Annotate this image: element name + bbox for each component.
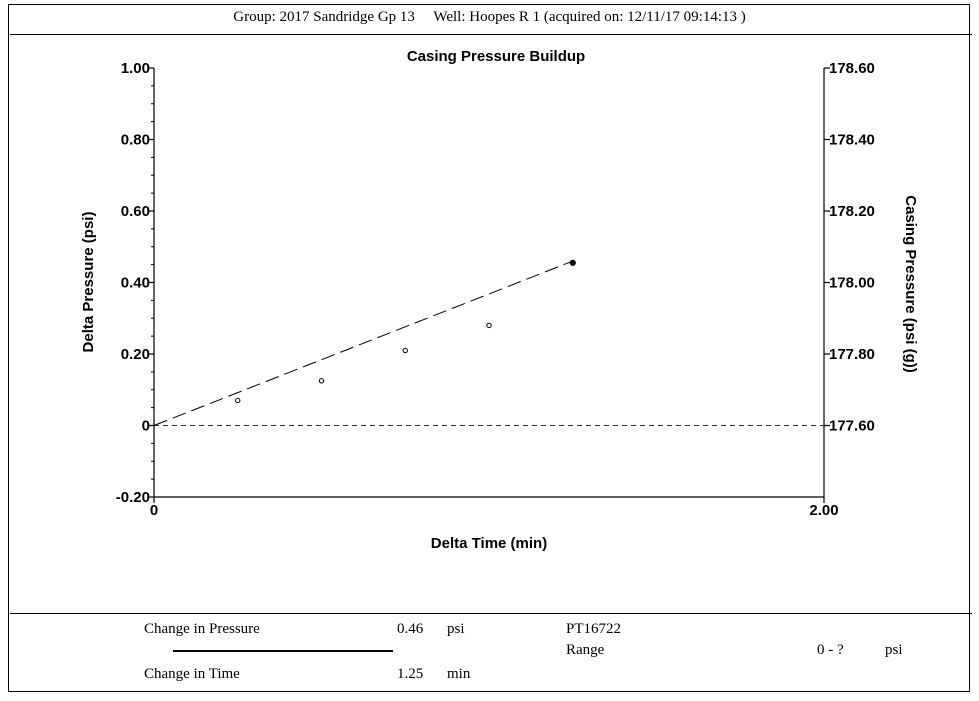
range-unit: psi (885, 642, 903, 658)
y2-tick-label: 178.00 (829, 275, 875, 292)
x-tick-label: 2.00 (809, 502, 838, 519)
y-tick-label: 0 (142, 418, 150, 435)
x-tick-label: 0 (150, 502, 158, 519)
range-label: Range (566, 642, 605, 658)
y-tick-label: -0.20 (116, 489, 150, 506)
y-tick-label: 0.40 (121, 275, 150, 292)
y2-axis-label: Casing Pressure (psi (g)) (902, 195, 919, 373)
y2-tick-label: 178.20 (829, 203, 875, 220)
change-pressure-label: Change in Pressure (144, 621, 260, 637)
y2-tick-label: 177.60 (829, 418, 875, 435)
y-tick-label: 0.20 (121, 346, 150, 363)
y2-tick-label: 178.40 (829, 132, 875, 149)
sensor-id: PT16722 (566, 621, 622, 637)
y2-tick-label: 178.60 (829, 60, 875, 77)
change-time-label: Change in Time (144, 666, 240, 682)
summary-footer: Change in Pressure 0.46 psi PT16722 Rang… (0, 616, 979, 696)
change-pressure-value: 0.46 (397, 621, 424, 637)
data-point (569, 259, 576, 266)
plot-panel (10, 34, 972, 614)
y2-tick-label: 177.80 (829, 346, 875, 363)
range-value: 0 - ? (817, 642, 844, 658)
chart-title: Casing Pressure Buildup (407, 48, 585, 65)
report-header: Group: 2017 Sandridge Gp 13 Well: Hoopes… (233, 9, 746, 25)
y-tick-label: 0.80 (121, 132, 150, 149)
change-time-unit: min (447, 666, 471, 682)
trend-line (153, 260, 573, 426)
change-time-value: 1.25 (397, 666, 424, 682)
y-tick-label: 1.00 (121, 60, 150, 77)
y-tick-label: 0.60 (121, 203, 150, 220)
change-pressure-unit: psi (447, 621, 465, 637)
data-point (402, 347, 408, 354)
data-point (318, 378, 325, 384)
data-point (235, 397, 241, 404)
data-point (486, 322, 492, 329)
x-axis-label: Delta Time (min) (431, 535, 547, 552)
fraction-rule (173, 650, 393, 652)
report-frame (8, 4, 970, 692)
y-axis-label: Delta Pressure (psi) (80, 212, 97, 353)
